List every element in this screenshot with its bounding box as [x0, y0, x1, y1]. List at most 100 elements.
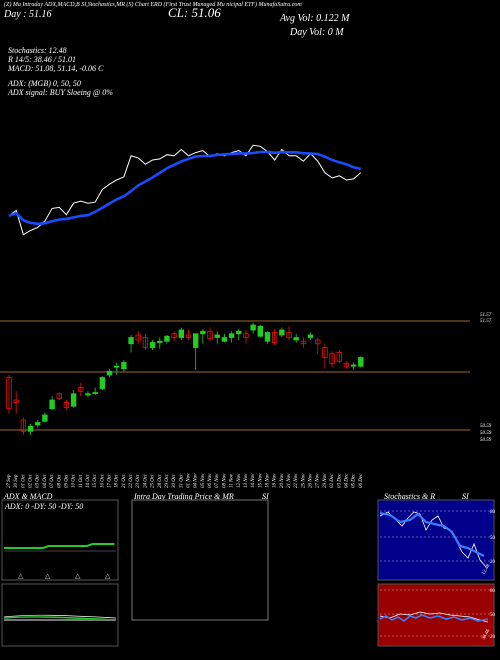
- candle-body: [42, 414, 48, 422]
- intraday-panel-suffix: SI: [262, 492, 269, 501]
- day-price-label: Day : 51.16: [4, 9, 52, 20]
- candle-body: [236, 330, 242, 335]
- candle: [315, 337, 321, 354]
- candle-body: [271, 332, 278, 343]
- candle: [207, 327, 213, 342]
- candle: [114, 362, 120, 375]
- date-tick-label: 18 Oct: [115, 474, 120, 488]
- day-volume-label: Day Vol: 0 M: [290, 27, 344, 38]
- date-tick-label: 05 Nov: [201, 473, 206, 488]
- candle-body: [135, 334, 141, 341]
- stoch-tick-label: 20: [490, 560, 496, 565]
- date-tick-label: 11 Oct: [79, 474, 84, 488]
- candle-body: [214, 334, 220, 338]
- date-tick-label: 01 Nov: [187, 473, 192, 488]
- date-tick-label: 30 Sep: [14, 474, 19, 488]
- stoch-last-value: 12.48: [481, 563, 491, 576]
- close-price-label: CL: 51.06: [168, 5, 221, 20]
- date-tick-label: 05 Dec: [352, 473, 357, 488]
- candle: [121, 360, 127, 372]
- candle-body: [178, 329, 185, 338]
- candle: [56, 392, 62, 400]
- candle-body: [315, 339, 321, 345]
- adx-marker: △: [45, 572, 51, 580]
- date-tick-label: 28 Oct: [158, 474, 163, 488]
- candle-body: [322, 347, 328, 358]
- candle-body: [329, 353, 335, 365]
- candle: [63, 400, 70, 410]
- candle: [322, 343, 328, 369]
- candle-body: [149, 342, 156, 348]
- date-tick-label: 06 Nov: [208, 473, 213, 488]
- date-tick-label: 02 Oct: [29, 474, 34, 488]
- candle: [250, 322, 256, 334]
- candle: [279, 327, 285, 338]
- date-tick-label: 06 Dec: [359, 473, 364, 488]
- candle-body: [336, 352, 342, 362]
- date-tick-label: 29 Oct: [165, 474, 170, 488]
- candle-body: [78, 387, 84, 392]
- header-line: (Z) Ma Intraday ADX,MACD,B SI,Stochastic…: [4, 2, 302, 8]
- adx-signal-readout: ADX signal: BUY Sloeing @ 0%: [8, 88, 113, 97]
- candle: [92, 387, 98, 395]
- candle-body: [35, 422, 41, 426]
- date-tick-label: 01 Oct: [21, 474, 26, 488]
- date-tick-label: 25 Nov: [301, 473, 306, 488]
- candle-body: [221, 337, 228, 342]
- date-tick-label: 13 Nov: [244, 473, 249, 488]
- stoch-panel: [377, 499, 495, 581]
- date-tick-label: 10 Oct: [72, 474, 77, 488]
- candle-body: [121, 362, 127, 370]
- candle: [78, 382, 84, 397]
- macd-line: [3, 614, 117, 619]
- level-label: 50.59: [480, 431, 492, 436]
- date-tick-label: 04 Nov: [194, 473, 199, 488]
- candle-body: [358, 357, 364, 367]
- candle-body: [350, 364, 357, 367]
- date-tick-label: 20 Nov: [280, 473, 285, 488]
- candle-body: [128, 337, 134, 345]
- stochastics-readout: Stochastics: 12.48: [8, 46, 67, 55]
- candle: [49, 396, 55, 410]
- candle-body: [343, 363, 350, 367]
- date-tick-label: 21 Nov: [287, 473, 292, 488]
- candle: [300, 337, 307, 348]
- adx-marker: △: [75, 572, 81, 580]
- date-tick-label: 21 Oct: [122, 474, 127, 488]
- date-tick-label: 19 Nov: [273, 473, 278, 488]
- adx-panel-title: ADX & MACD: [4, 492, 53, 501]
- candle: [135, 331, 141, 344]
- adx-values: ADX: 0 -DY: 50 -DY: 50: [4, 502, 83, 511]
- candle: [307, 332, 314, 340]
- adx-line: [4, 543, 115, 549]
- candle: [178, 327, 185, 340]
- candle-body: [106, 370, 113, 376]
- rsi-last-value: 38.46: [481, 628, 491, 641]
- candle-body: [293, 337, 299, 341]
- intraday-panel-title: Intra Day Trading Price & MR: [134, 492, 234, 501]
- candle-body: [92, 392, 98, 394]
- candle: [13, 391, 19, 414]
- stoch-k-line: [379, 511, 487, 568]
- candle: [164, 335, 170, 344]
- candle-body: [56, 393, 62, 400]
- candle-body: [243, 333, 249, 338]
- date-tick-label: 15 Oct: [93, 474, 98, 488]
- candle: [264, 331, 271, 344]
- date-tick-label: 11 Nov: [230, 473, 235, 488]
- candle-body: [200, 330, 206, 335]
- stoch-tick-label: 80: [490, 510, 496, 515]
- moving-average-line: [8, 150, 362, 226]
- candle-body: [157, 340, 163, 343]
- candle-body: [207, 330, 213, 340]
- adx-marker: △: [18, 572, 24, 580]
- date-tick-label: 24 Oct: [143, 474, 148, 488]
- stoch-panel-title: Stochastics & R: [384, 492, 436, 501]
- date-tick-label: 29 Nov: [323, 473, 328, 488]
- candle-body: [171, 333, 177, 338]
- candle: [85, 391, 91, 398]
- candle: [106, 368, 113, 378]
- date-tick-label: 26 Nov: [309, 473, 314, 488]
